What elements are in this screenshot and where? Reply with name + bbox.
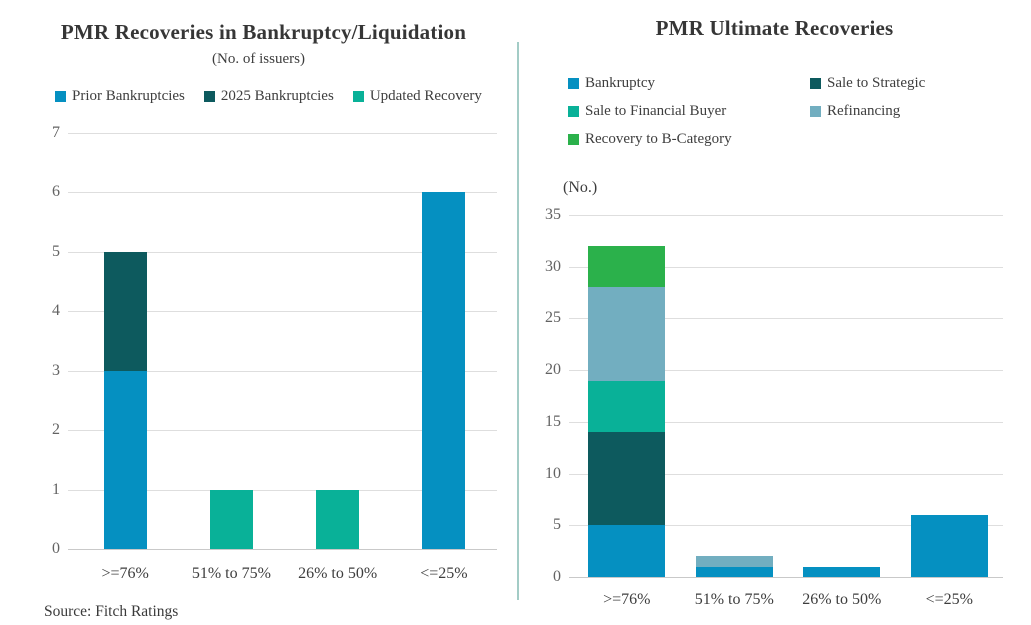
gridline [569, 577, 1003, 578]
source-note: Source: Fitch Ratings [44, 603, 179, 620]
gridline [68, 430, 497, 432]
gridline [569, 473, 1003, 475]
bar-segment [103, 370, 147, 549]
chart-title: PMR Recoveries in Bankruptcy/Liquidation [60, 20, 467, 44]
gridline [68, 489, 497, 491]
x-tick-label: >=76% [603, 591, 651, 608]
legend-item: Refinancing [810, 102, 925, 121]
plot-area: 0 5 10 15 20 25 30 35 >=76% 51% to 75% 26% to 50% <… [545, 206, 1003, 608]
legend-label: Refinancing [827, 103, 901, 119]
legend-item: Recovery to B-Category [568, 130, 810, 149]
y-tick-label: 25 [545, 309, 561, 327]
legend-label: Bankruptcy [585, 75, 655, 91]
y-axis-unit-label: (No.) [563, 179, 598, 196]
bar-segment [103, 251, 147, 371]
x-tick-label: >=76% [101, 565, 149, 582]
legend-label: Sale to Financial Buyer [585, 103, 727, 119]
legend-swatch-icon [352, 91, 364, 102]
gridline [68, 192, 497, 194]
bar-segment [588, 287, 666, 381]
x-tick-label: 26% to 50% [802, 591, 882, 608]
y-tick-label: 7 [52, 124, 60, 141]
y-tick-label: 15 [545, 412, 561, 430]
bar-segment [695, 556, 773, 567]
legend-item: Bankruptcy [568, 74, 810, 93]
y-tick-label: 35 [545, 206, 561, 223]
chart-title: PMR Ultimate Recoveries [655, 16, 894, 40]
y-tick-label: 30 [545, 257, 561, 275]
y-tick-label: 5 [553, 516, 561, 534]
legend-label: Recovery to B-Category [585, 131, 732, 147]
x-tick-label: 51% to 75% [694, 591, 774, 608]
legend-item: Sale to Strategic [810, 74, 925, 93]
bar-segment [588, 432, 666, 526]
legend-swatch-icon [55, 91, 66, 102]
gridline [68, 549, 497, 550]
gridline [68, 251, 497, 253]
plot-area: 0 1 2 3 4 5 6 7 >=76% 51% to 75% 26% to 50% <=25% [52, 124, 497, 582]
chart-subtitle: (No. of issuers) [212, 51, 305, 67]
gridline [569, 421, 1003, 423]
x-tick-label: <=25% [925, 591, 973, 608]
y-tick-label: 20 [545, 361, 561, 379]
bar-segment [588, 525, 666, 577]
legend-item: Prior Bankruptcies [55, 87, 185, 106]
bar-segment [588, 380, 666, 433]
bar-segment [209, 489, 253, 549]
legend-swatch-icon [568, 78, 579, 89]
legend-label: Prior Bankruptcies [72, 88, 185, 104]
y-tick-label: 2 [52, 421, 60, 439]
x-tick-label: 26% to 50% [298, 565, 378, 582]
gridline [569, 318, 1003, 320]
legend-label: Sale to Strategic [827, 75, 926, 91]
y-tick-label: 6 [52, 183, 60, 201]
gridline [68, 370, 497, 372]
legend-swatch-icon [810, 106, 821, 117]
bar-segment [588, 246, 666, 288]
legend-label: 2025 Bankruptcies [220, 88, 334, 104]
y-tick-label: 5 [52, 242, 60, 260]
y-tick-label: 0 [52, 540, 60, 557]
chart-panel-ultimate-recoveries: PMR Ultimate Recoveries Bankruptcy Sale t… [518, 0, 1031, 625]
bar-segment [910, 514, 988, 577]
legend-swatch-icon [568, 134, 579, 145]
gridline [569, 525, 1003, 527]
legend-swatch-icon [810, 78, 821, 89]
y-tick-label: 1 [52, 480, 60, 498]
gridline [569, 215, 1003, 216]
gridline [569, 370, 1003, 372]
gridline [569, 266, 1003, 268]
bar-segment [695, 566, 773, 577]
chart-panel-bankruptcy-liquidation: PMR Recoveries in Bankruptcy/Liquidation… [44, 20, 497, 620]
legend-item: Updated Recovery [352, 87, 482, 106]
legend: Prior Bankruptcies 2025 Bankruptcies Updat… [55, 87, 482, 106]
legend-swatch-icon [203, 91, 215, 102]
legend: Bankruptcy Sale to Strategic Sale to Finan… [568, 74, 925, 149]
x-tick-label: <=25% [420, 565, 468, 582]
y-tick-label: 4 [52, 302, 60, 320]
legend-item: 2025 Bankruptcies [203, 87, 334, 106]
x-tick-label: 51% to 75% [191, 565, 271, 582]
bar-segment [803, 566, 881, 577]
legend-label: Updated Recovery [369, 88, 482, 104]
y-tick-label: 10 [545, 464, 561, 482]
bar-segment [316, 489, 360, 549]
gridline [68, 133, 497, 134]
legend-swatch-icon [568, 106, 579, 117]
panel-divider [517, 42, 519, 600]
bar-segment [422, 192, 466, 549]
y-tick-label: 0 [553, 568, 561, 585]
legend-item: Sale to Financial Buyer [568, 102, 810, 121]
gridline [68, 311, 497, 313]
y-tick-label: 3 [52, 361, 60, 379]
